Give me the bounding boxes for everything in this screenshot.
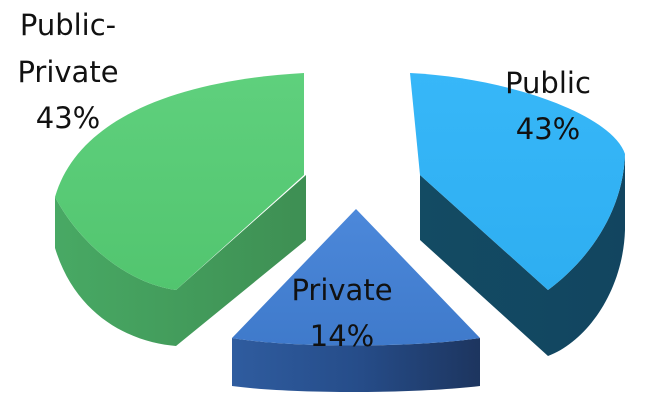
slice-public-top (410, 73, 625, 290)
slice-private (232, 209, 480, 392)
label-public-private-line1: Public- (20, 8, 116, 42)
slice-private-side (232, 338, 480, 392)
label-public-private-line2: Private (17, 55, 118, 89)
slice-private-top (232, 209, 480, 346)
slice-public-side (420, 154, 625, 356)
slice-public-private (55, 73, 306, 346)
label-private-name: Private (291, 273, 392, 307)
labels: Public 43% Private 14% Public- Private 4… (17, 8, 590, 353)
slice-public-private-side (55, 175, 306, 346)
label-public-private-value: 43% (36, 101, 100, 135)
label-public-name: Public (505, 66, 591, 100)
label-private-value: 14% (310, 319, 374, 353)
slice-public (410, 73, 625, 356)
label-public-value: 43% (516, 112, 580, 146)
slice-public-private-top (55, 73, 304, 290)
